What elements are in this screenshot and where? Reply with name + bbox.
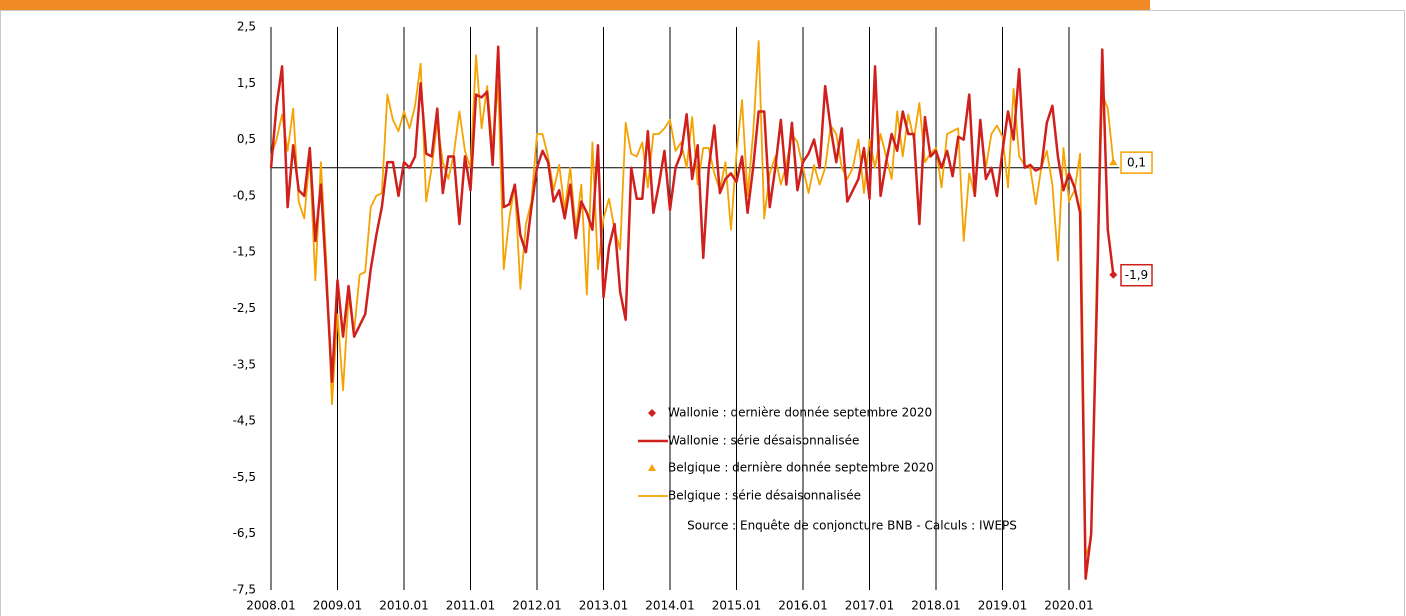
x-tick-label: 2018.01 bbox=[911, 599, 961, 613]
legend-label: Belgique : dernière donnée septembre 202… bbox=[668, 461, 934, 475]
x-tick-label: 2019.01 bbox=[978, 599, 1028, 613]
x-tick-label: 2011.01 bbox=[446, 599, 496, 613]
y-tick-label: 1,5 bbox=[237, 76, 256, 90]
x-tick-label: 2008.01 bbox=[246, 599, 296, 613]
last-point-marker bbox=[648, 464, 656, 471]
last-point-marker bbox=[1109, 270, 1118, 279]
y-tick-label: -6,5 bbox=[233, 526, 256, 540]
y-tick-label: -4,5 bbox=[233, 414, 256, 428]
legend-label: Belgique : série désaisonnalisée bbox=[668, 489, 861, 503]
y-tick-label: -0,5 bbox=[233, 188, 256, 202]
y-tick-label: -2,5 bbox=[233, 301, 256, 315]
y-tick-label: -5,5 bbox=[233, 470, 256, 484]
end-label: -1,9 bbox=[1125, 268, 1148, 282]
top-band bbox=[0, 0, 1150, 10]
x-tick-label: 2013.01 bbox=[579, 599, 629, 613]
series-line bbox=[270, 40, 1115, 558]
legend-label: Wallonie : dernière donnée septembre 202… bbox=[668, 406, 932, 420]
end-label-box bbox=[1120, 263, 1153, 287]
series-line bbox=[269, 45, 1115, 580]
y-tick-label: 2,5 bbox=[237, 20, 256, 34]
source-note: Source : Enquête de conjoncture BNB - Ca… bbox=[687, 519, 1017, 533]
end-label-box bbox=[1120, 151, 1153, 174]
x-tick-label: 2020.01 bbox=[1044, 599, 1094, 613]
last-point-marker bbox=[648, 409, 656, 417]
legend-label: Wallonie : série désaisonnalisée bbox=[668, 434, 859, 448]
y-tick-label: -1,5 bbox=[233, 245, 256, 259]
y-tick-label: -3,5 bbox=[233, 357, 256, 371]
x-tick-label: 2014.01 bbox=[645, 599, 695, 613]
last-point-marker bbox=[1109, 158, 1118, 166]
end-label: 0,1 bbox=[1127, 156, 1146, 170]
x-tick-label: 2016.01 bbox=[778, 599, 828, 613]
x-tick-label: 2012.01 bbox=[512, 599, 562, 613]
y-tick-label: 0,5 bbox=[237, 132, 256, 146]
frame bbox=[0, 10, 1405, 616]
y-tick-label: -7,5 bbox=[233, 583, 256, 597]
x-tick-label: 2010.01 bbox=[379, 599, 429, 613]
x-tick-label: 2009.01 bbox=[313, 599, 363, 613]
x-tick-label: 2015.01 bbox=[712, 599, 762, 613]
x-tick-label: 2017.01 bbox=[845, 599, 895, 613]
